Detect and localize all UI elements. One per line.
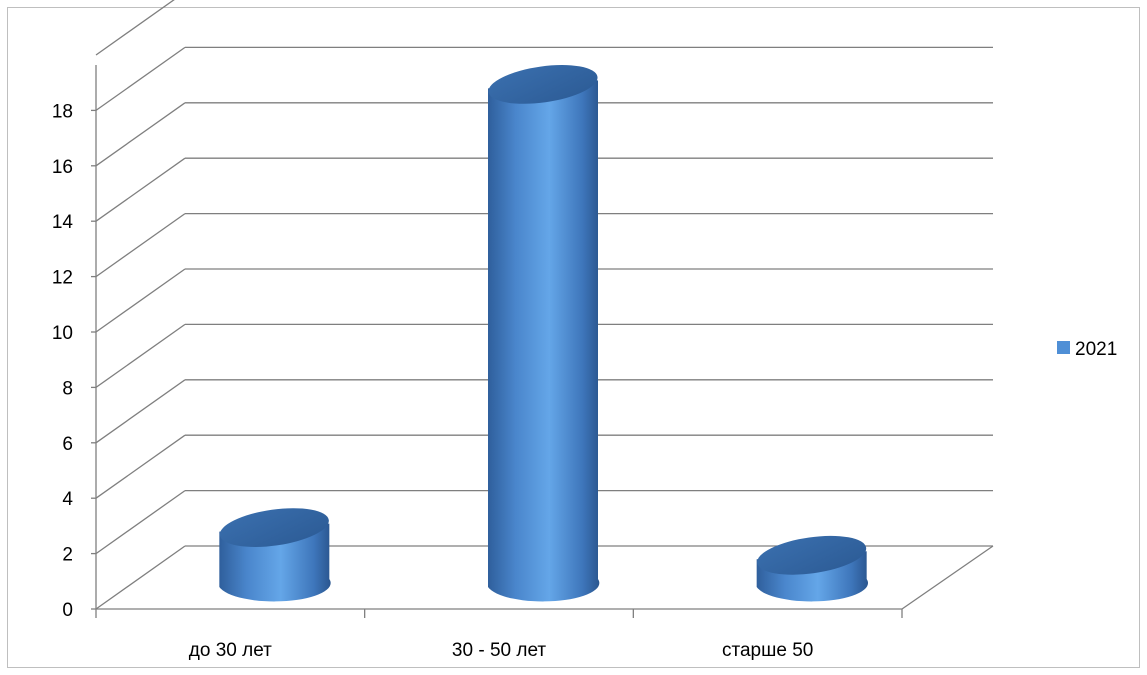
bar-2 (756, 535, 869, 602)
y-tick-label-2: 2 (62, 545, 73, 566)
y-tick-label-12: 12 (52, 268, 73, 289)
x-tick-label-2: старше 50 (722, 640, 813, 661)
y-tick-label-18: 18 (52, 101, 73, 122)
gridline-side-12 (95, 213, 186, 278)
bar-top-0 (219, 508, 329, 547)
gridline-side-18 (95, 46, 186, 111)
y-tick-label-4: 4 (62, 489, 73, 510)
y-tick-label-10: 10 (52, 323, 73, 344)
bar-top-1 (488, 65, 598, 104)
x-tick-label-0: до 30 лет (189, 640, 272, 661)
y-tick-label-0: 0 (62, 600, 73, 621)
gridline-side-8 (95, 323, 186, 388)
y-tick-label-14: 14 (52, 212, 74, 233)
axis-layer (91, 65, 994, 618)
legend-swatch-2021 (1057, 341, 1070, 354)
gridline-side-6 (95, 379, 186, 444)
legend-label-2021: 2021 (1075, 339, 1117, 360)
y-tick-label-8: 8 (62, 378, 73, 399)
bar-top-2 (757, 535, 867, 575)
bar-layer (219, 65, 869, 602)
bar-0 (219, 508, 331, 602)
gridline-side-4 (95, 434, 186, 499)
bar-1 (488, 65, 600, 602)
floor-diagonal (95, 545, 186, 610)
bar-body-1 (488, 80, 600, 602)
gridline-side-20 (95, 0, 175, 56)
y-tick-label-16: 16 (52, 157, 73, 178)
legend: 2021 (1057, 339, 1117, 360)
gridline-side-2 (95, 490, 186, 555)
y-tick-label-6: 6 (62, 434, 73, 455)
gridline-side-16 (95, 102, 186, 167)
label-layer: 0 2 4 6 8 10 12 14 16 18 до 30 лет 30 - 50 лет старш… (52, 101, 813, 661)
x-tick-label-1: 30 - 50 лет (452, 640, 546, 661)
gridline-side-14 (95, 157, 186, 222)
gridline-side-10 (95, 268, 186, 333)
